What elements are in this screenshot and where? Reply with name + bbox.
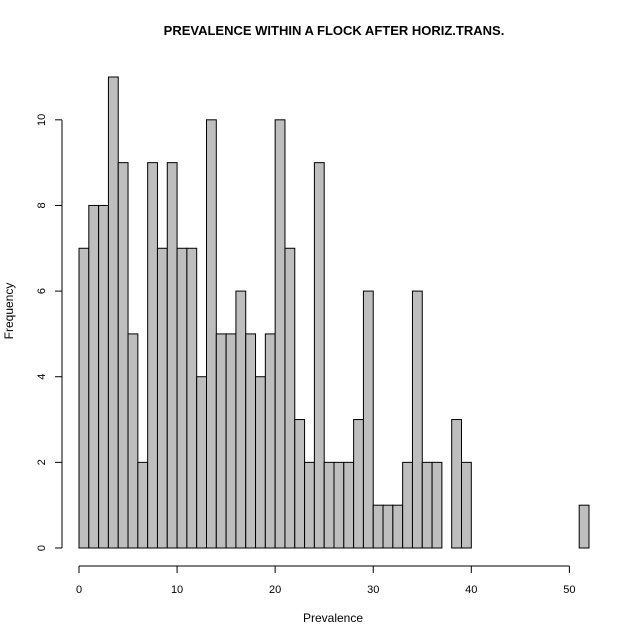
histogram-bar <box>343 461 355 549</box>
x-tick-label: 10 <box>171 584 183 596</box>
y-axis-label: Frequency <box>2 283 16 340</box>
x-tick-label: 40 <box>465 584 477 596</box>
x-tick-label: 50 <box>563 584 575 596</box>
histogram-bar <box>137 461 149 549</box>
histogram-bar <box>245 333 257 549</box>
histogram-bar <box>98 204 109 549</box>
y-tick-label: 6 <box>36 288 48 294</box>
y-tick-label: 4 <box>36 374 48 380</box>
histogram-bar <box>206 119 217 549</box>
histogram-bar <box>578 504 590 549</box>
y-tick-label: 2 <box>36 459 48 465</box>
histogram-bar <box>176 247 188 549</box>
histogram-bar <box>333 461 345 549</box>
bars-group <box>78 76 590 549</box>
x-axis: 0 10 20 30 40 50 <box>76 565 576 596</box>
histogram-bar <box>264 333 276 549</box>
histogram-bar <box>235 290 247 549</box>
x-tick-label: 0 <box>76 584 82 596</box>
histogram-bar <box>107 76 119 549</box>
histogram-bar <box>196 376 207 549</box>
histogram-bar <box>313 162 325 549</box>
histogram-bar <box>353 419 364 549</box>
histogram-bar <box>304 461 315 549</box>
histogram-bar <box>362 290 374 549</box>
histogram-bar <box>225 333 237 549</box>
histogram-bar <box>382 504 394 549</box>
x-tick-label: 30 <box>367 584 379 596</box>
histogram-bar <box>294 419 306 549</box>
histogram-bar <box>147 162 158 549</box>
histogram-bar <box>284 247 296 549</box>
histogram-bar <box>255 376 266 549</box>
histogram-bar <box>117 162 129 549</box>
x-axis-label: Prevalence <box>303 611 363 625</box>
histogram-bar <box>156 247 168 549</box>
histogram-bar <box>402 461 413 549</box>
histogram-bar <box>166 162 178 549</box>
histogram-bar <box>186 247 198 549</box>
histogram-bar <box>274 119 286 549</box>
y-axis: 0 2 4 6 8 10 <box>36 114 63 551</box>
histogram-bar <box>431 461 443 549</box>
histogram-bar <box>421 461 433 549</box>
histogram-bar <box>451 419 463 549</box>
y-tick-label: 8 <box>36 202 48 208</box>
histogram-bar <box>372 504 384 549</box>
histogram-bar <box>323 461 335 549</box>
x-tick-label: 20 <box>269 584 281 596</box>
y-tick-label: 10 <box>36 114 48 126</box>
histogram-bar <box>411 290 423 549</box>
histogram-bar <box>78 247 90 549</box>
y-tick-label: 0 <box>36 545 48 551</box>
histogram-bar <box>461 461 472 549</box>
histogram-bar <box>127 333 139 549</box>
histogram-bar <box>88 204 100 549</box>
histogram-bar <box>392 504 404 549</box>
chart-title: PREVALENCE WITHIN A FLOCK AFTER HORIZ.TR… <box>164 23 505 38</box>
histogram-bar <box>215 333 227 549</box>
